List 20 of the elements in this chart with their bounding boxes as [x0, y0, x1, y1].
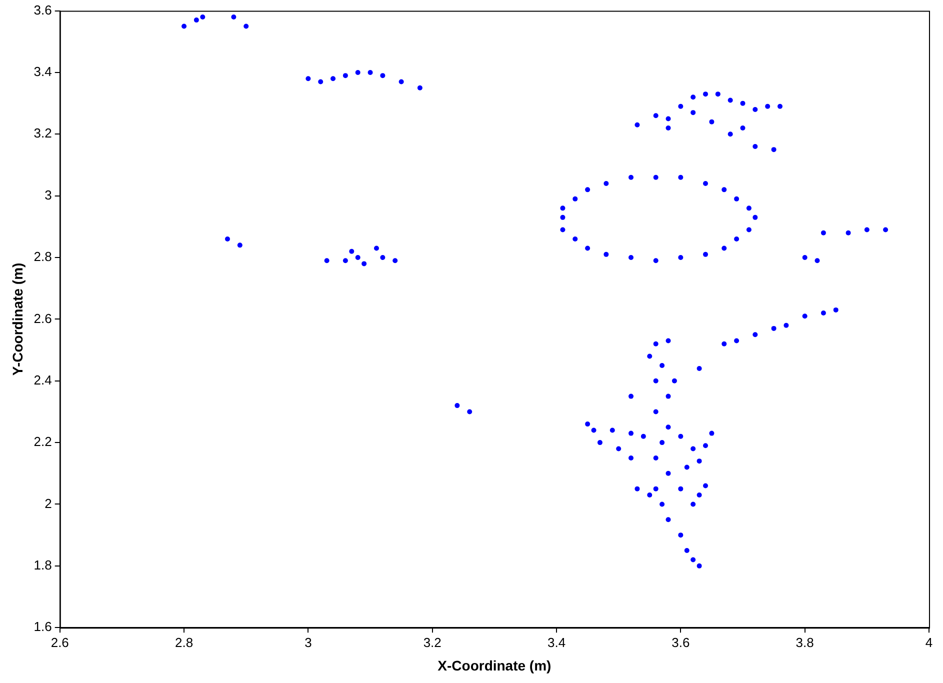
x-tick-label: 3 — [304, 634, 312, 650]
y-tick-label: 1.6 — [34, 619, 52, 634]
x-tick-label: 3.8 — [796, 634, 814, 650]
y-tick-label: 3.6 — [34, 2, 52, 18]
y-tick-label: 2.4 — [34, 372, 52, 388]
y-tick-label: 3.2 — [34, 126, 52, 141]
y-tick-label: 2.6 — [34, 310, 52, 326]
y-tick-label: 3.4 — [34, 64, 52, 80]
y-tick-label: 2.8 — [34, 249, 52, 264]
y-tick-label: 2 — [44, 496, 52, 511]
x-tick-label: 3.4 — [547, 634, 566, 650]
y-axis-title: Y-Coordinate (m) — [9, 262, 26, 376]
x-tick-label: 3.2 — [423, 634, 442, 650]
y-tick-label: 1.8 — [34, 558, 52, 572]
y-tick-label: 2.2 — [34, 434, 52, 450]
y-tick-label: 3 — [44, 187, 52, 202]
x-axis-title: X-Coordinate (m) — [438, 657, 552, 674]
x-tick-label: 3.6 — [672, 634, 690, 650]
x-tick-label: 2.8 — [174, 634, 194, 650]
x-tick-label: 4 — [925, 634, 933, 650]
